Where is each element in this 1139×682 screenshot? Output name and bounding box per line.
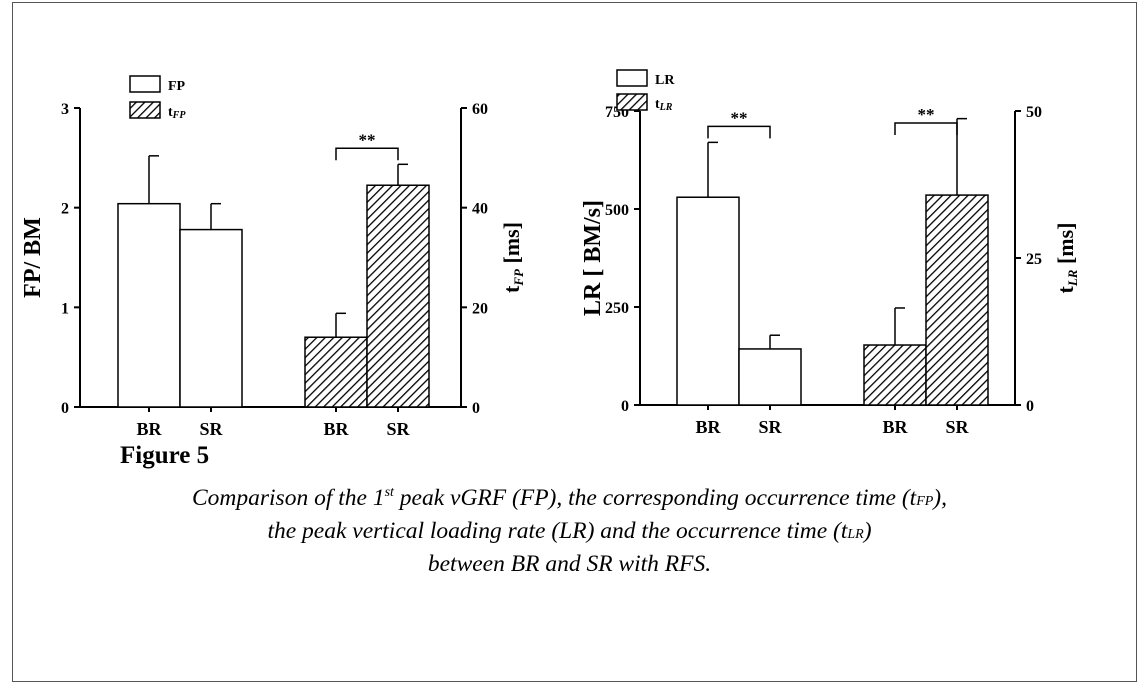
left-tick-label: 0 bbox=[61, 400, 69, 417]
legend-swatch bbox=[616, 93, 648, 111]
bar-tlr bbox=[925, 194, 989, 406]
bar-fp bbox=[117, 202, 181, 408]
left-axis-title: FP/ BM bbox=[20, 217, 46, 298]
caption-text: Comparison of the 1 bbox=[191, 485, 385, 511]
right-axis-title-sub: LR bbox=[1065, 269, 1080, 287]
right-axis-title-main: t bbox=[1053, 286, 1078, 294]
x-tick-label: SR bbox=[945, 417, 969, 437]
bar-lr bbox=[676, 196, 740, 406]
right-tick-label: 20 bbox=[472, 300, 488, 317]
legend-label-main: t bbox=[168, 105, 173, 120]
legend-swatch bbox=[129, 75, 161, 93]
legend-label: tLR bbox=[655, 97, 673, 113]
x-tick-label: BR bbox=[695, 417, 721, 437]
figure-title: Figure 5 bbox=[120, 442, 210, 469]
caption-text: peak vGRF (FP), the corresponding occurr… bbox=[393, 485, 917, 511]
bar-tlr bbox=[863, 344, 927, 406]
right-tick-label: 0 bbox=[472, 400, 480, 417]
caption-subscript: FP bbox=[916, 494, 934, 509]
left-tick-label: 3 bbox=[61, 101, 69, 118]
significance-label: ** bbox=[359, 130, 376, 149]
legend-swatch bbox=[616, 69, 648, 87]
caption-line-3: between BR and SR with RFS. bbox=[427, 551, 712, 577]
x-tick-label: SR bbox=[758, 417, 782, 437]
legend-swatch bbox=[129, 101, 161, 119]
left-tick-label: 1 bbox=[61, 300, 69, 317]
x-tick-label: BR bbox=[136, 419, 162, 439]
bar-tfp bbox=[366, 184, 430, 408]
right-axis-title-sub: FP bbox=[511, 268, 526, 287]
significance-bracket bbox=[894, 122, 958, 135]
right-tick-label: 50 bbox=[1026, 104, 1042, 121]
caption-line-1: Comparison of the 1st peak vGRF (FP), th… bbox=[0, 485, 1139, 512]
significance-bracket bbox=[707, 125, 771, 139]
left-tick-label: 500 bbox=[605, 202, 629, 219]
right-tick-label: 60 bbox=[472, 101, 488, 118]
right-axis-title: tLR [ms] bbox=[1053, 223, 1080, 294]
right-tick-label: 0 bbox=[1026, 398, 1034, 415]
significance-label: ** bbox=[918, 105, 935, 124]
bar-tfp bbox=[304, 336, 368, 408]
right-axis-title: tFP [ms] bbox=[499, 222, 526, 293]
caption-text: ), bbox=[933, 485, 947, 511]
significance-label: ** bbox=[731, 108, 748, 127]
left-tick-label: 0 bbox=[621, 398, 629, 415]
caption-text: the peak vertical loading rate (LR) and … bbox=[267, 518, 848, 544]
caption-line-2: the peak vertical loading rate (LR) and … bbox=[0, 518, 1139, 545]
legend-label-main: FP bbox=[168, 79, 186, 94]
legend-label: LR bbox=[655, 73, 675, 88]
significance-bracket bbox=[335, 147, 399, 161]
legend-label: FP bbox=[168, 79, 186, 94]
legend-label-sub: LR bbox=[659, 102, 673, 113]
right-axis-title-unit: [ms] bbox=[499, 222, 524, 269]
x-tick-label: BR bbox=[882, 417, 908, 437]
x-tick-label: BR bbox=[323, 419, 349, 439]
caption-subscript: LR bbox=[847, 527, 864, 542]
x-tick-label: SR bbox=[386, 419, 410, 439]
caption-text: ) bbox=[863, 518, 872, 544]
x-tick-label: SR bbox=[199, 419, 223, 439]
legend-label: tFP bbox=[168, 105, 186, 121]
right-tick-label: 25 bbox=[1026, 251, 1042, 268]
left-tick-label: 250 bbox=[605, 300, 629, 317]
right-axis-title-unit: [ms] bbox=[1053, 223, 1078, 270]
bar-lr bbox=[738, 348, 802, 406]
caption-superscript: st bbox=[384, 485, 394, 501]
legend-label-main: LR bbox=[655, 73, 675, 88]
left-axis-title: LR [ BM/s] bbox=[580, 200, 606, 316]
left-tick-label: 2 bbox=[61, 201, 69, 218]
right-tick-label: 40 bbox=[472, 201, 488, 218]
bar-fp bbox=[179, 228, 243, 408]
right-axis-title-main: t bbox=[499, 285, 524, 293]
legend-label-sub: FP bbox=[172, 110, 187, 121]
legend-label-main: t bbox=[655, 97, 660, 112]
